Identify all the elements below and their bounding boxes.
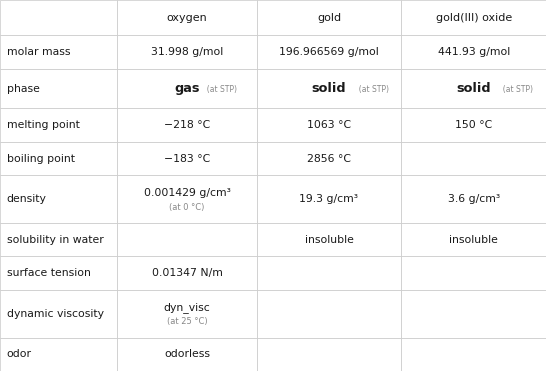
Bar bbox=[117, 338, 257, 371]
Text: 31.998 g/mol: 31.998 g/mol bbox=[151, 47, 223, 57]
Text: insoluble: insoluble bbox=[449, 235, 498, 245]
Bar bbox=[401, 223, 546, 256]
Text: solid: solid bbox=[456, 82, 491, 95]
Text: oxygen: oxygen bbox=[167, 13, 207, 23]
Bar bbox=[257, 256, 401, 290]
Text: molar mass: molar mass bbox=[7, 47, 70, 57]
Text: odor: odor bbox=[7, 349, 32, 359]
Text: boiling point: boiling point bbox=[7, 154, 75, 164]
Bar bbox=[401, 256, 546, 290]
Bar bbox=[401, 0, 546, 36]
Bar bbox=[117, 0, 257, 36]
Bar bbox=[0, 142, 117, 175]
Bar bbox=[0, 69, 117, 108]
Text: odorless: odorless bbox=[164, 349, 210, 359]
Text: 196.966569 g/mol: 196.966569 g/mol bbox=[279, 47, 379, 57]
Bar bbox=[257, 0, 401, 36]
Bar bbox=[117, 36, 257, 69]
Bar bbox=[0, 290, 117, 338]
Bar bbox=[117, 256, 257, 290]
Bar bbox=[117, 290, 257, 338]
Bar bbox=[0, 175, 117, 223]
Bar bbox=[401, 69, 546, 108]
Bar bbox=[257, 338, 401, 371]
Text: 3.6 g/cm³: 3.6 g/cm³ bbox=[448, 194, 500, 204]
Bar bbox=[401, 175, 546, 223]
Text: 19.3 g/cm³: 19.3 g/cm³ bbox=[299, 194, 359, 204]
Bar bbox=[257, 69, 401, 108]
Text: gold(III) oxide: gold(III) oxide bbox=[436, 13, 512, 23]
Text: (at STP): (at STP) bbox=[498, 85, 533, 94]
Bar bbox=[0, 338, 117, 371]
Bar bbox=[0, 108, 117, 142]
Text: 150 °C: 150 °C bbox=[455, 120, 492, 130]
Bar bbox=[257, 108, 401, 142]
Bar bbox=[257, 223, 401, 256]
Bar bbox=[0, 36, 117, 69]
Text: phase: phase bbox=[7, 84, 39, 94]
Text: 2856 °C: 2856 °C bbox=[307, 154, 351, 164]
Bar bbox=[117, 223, 257, 256]
Text: density: density bbox=[7, 194, 46, 204]
Bar bbox=[117, 142, 257, 175]
Text: dynamic viscosity: dynamic viscosity bbox=[7, 309, 104, 319]
Text: (at 0 °C): (at 0 °C) bbox=[169, 203, 205, 212]
Text: (at 25 °C): (at 25 °C) bbox=[167, 317, 207, 326]
Bar bbox=[0, 0, 117, 36]
Text: solid: solid bbox=[312, 82, 346, 95]
Text: −183 °C: −183 °C bbox=[164, 154, 210, 164]
Text: (at STP): (at STP) bbox=[354, 85, 389, 94]
Text: insoluble: insoluble bbox=[305, 235, 353, 245]
Bar bbox=[257, 290, 401, 338]
Bar bbox=[257, 142, 401, 175]
Bar bbox=[117, 108, 257, 142]
Bar bbox=[0, 223, 117, 256]
Text: dyn_visc: dyn_visc bbox=[164, 302, 210, 312]
Bar bbox=[0, 256, 117, 290]
Text: 0.01347 N/m: 0.01347 N/m bbox=[152, 268, 222, 278]
Text: 1063 °C: 1063 °C bbox=[307, 120, 351, 130]
Text: (at STP): (at STP) bbox=[202, 85, 237, 94]
Bar bbox=[257, 175, 401, 223]
Text: 441.93 g/mol: 441.93 g/mol bbox=[437, 47, 510, 57]
Text: surface tension: surface tension bbox=[7, 268, 91, 278]
Bar bbox=[401, 108, 546, 142]
Bar bbox=[257, 36, 401, 69]
Text: melting point: melting point bbox=[7, 120, 79, 130]
Bar bbox=[401, 36, 546, 69]
Bar bbox=[117, 175, 257, 223]
Text: solubility in water: solubility in water bbox=[7, 235, 103, 245]
Bar bbox=[401, 290, 546, 338]
Text: 0.001429 g/cm³: 0.001429 g/cm³ bbox=[144, 188, 230, 197]
Bar bbox=[401, 142, 546, 175]
Text: gold: gold bbox=[317, 13, 341, 23]
Text: gas: gas bbox=[174, 82, 200, 95]
Bar bbox=[401, 338, 546, 371]
Text: −218 °C: −218 °C bbox=[164, 120, 210, 130]
Bar bbox=[117, 69, 257, 108]
